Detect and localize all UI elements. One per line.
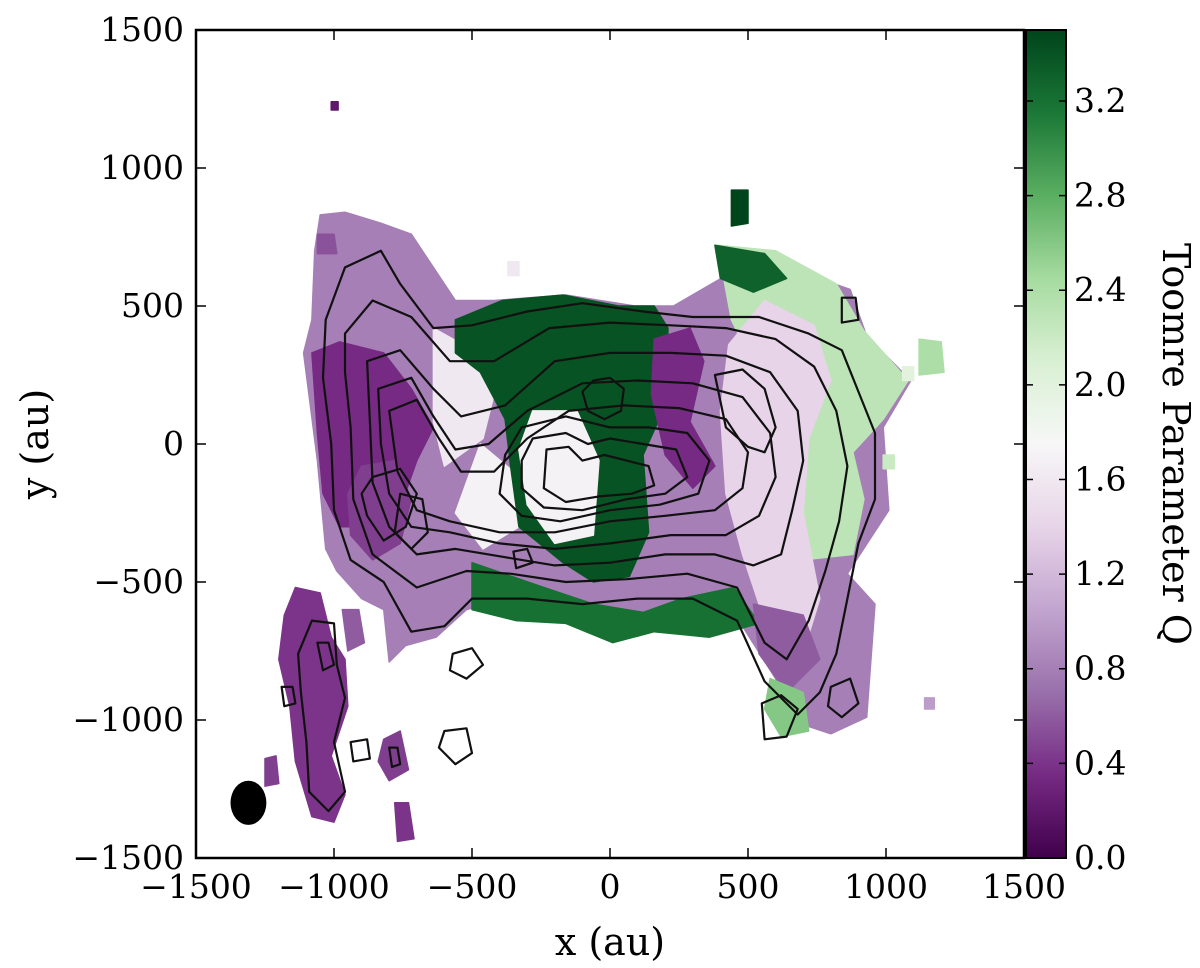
contour-line-16 xyxy=(437,727,474,766)
colorbar-tick-label: 0.0 xyxy=(1074,838,1126,877)
contour-line-17 xyxy=(760,694,799,741)
y-tick-label: 0 xyxy=(163,424,184,463)
colorbar xyxy=(1026,30,1066,858)
y-axis-label: y (au) xyxy=(13,389,57,500)
contour-line-6 xyxy=(520,431,689,512)
colorbar-tick-label: 3.2 xyxy=(1074,81,1126,120)
contour-line-19 xyxy=(448,647,485,680)
colorbar-ticks: 0.0 0.4 0.8 1.2 1.6 2.0 2.4 2.8 3.2 xyxy=(1026,81,1126,877)
x-tick-label: 0 xyxy=(600,867,621,906)
q-region-14 xyxy=(278,586,349,823)
q-region-7 xyxy=(471,561,760,644)
contour-line-10 xyxy=(393,492,429,551)
q-region-24 xyxy=(882,454,896,470)
contour-line-5 xyxy=(498,415,711,523)
contour-layer xyxy=(280,249,877,813)
axis-ticks: −1500 −1000 −500 0 500 1000 1500 −1500 −1000 −500… xyxy=(72,10,1066,906)
contour-line-21 xyxy=(826,677,860,719)
contour-line-20 xyxy=(349,738,371,763)
y-tick-label: 500 xyxy=(121,286,184,325)
contour-line-14 xyxy=(280,685,297,708)
q-region-15 xyxy=(341,608,366,652)
contour-line-2 xyxy=(366,349,805,567)
y-tick-label: −1000 xyxy=(72,700,184,739)
x-tick-label: 1000 xyxy=(844,867,928,906)
contour-line-0 xyxy=(321,249,877,716)
q-region-16 xyxy=(377,730,410,782)
y-tick-label: 1000 xyxy=(100,148,184,187)
colorbar-frame xyxy=(1025,29,1067,859)
colorbar-label: Toomre Parameter Q xyxy=(1154,243,1198,645)
q-region-18 xyxy=(264,755,280,787)
colorbar-tick-label: 1.6 xyxy=(1074,459,1126,498)
colorbar-tick-label: 2.8 xyxy=(1074,176,1126,215)
q-region-26 xyxy=(923,697,936,710)
contour-line-7 xyxy=(542,445,656,504)
x-axis-label: x (au) xyxy=(555,920,665,964)
contour-line-8 xyxy=(581,376,625,421)
contour-line-12 xyxy=(297,619,347,813)
contour-line-4 xyxy=(388,398,750,534)
q-region-19 xyxy=(316,233,338,255)
q-region-23 xyxy=(918,338,945,376)
x-tick-label: −500 xyxy=(427,867,518,906)
y-tick-label: 1500 xyxy=(100,10,184,49)
contour-line-1 xyxy=(343,299,849,661)
colorbar-tick-label: 0.8 xyxy=(1074,649,1126,688)
colorbar-tick-label: 2.0 xyxy=(1074,365,1126,404)
y-tick-label: −1500 xyxy=(72,838,184,877)
contour-line-22 xyxy=(840,296,860,324)
colorbar-tick-label: 1.2 xyxy=(1074,554,1126,593)
contour-line-9 xyxy=(713,368,777,454)
q-region-9 xyxy=(714,244,788,293)
contour-line-18 xyxy=(512,547,534,570)
x-tick-label: −1000 xyxy=(278,867,390,906)
y-tick-label: −500 xyxy=(93,562,184,601)
q-region-22 xyxy=(507,261,520,277)
beam-ellipse xyxy=(230,780,267,825)
contour-line-13 xyxy=(316,641,336,672)
colorbar-tick-label: 0.4 xyxy=(1074,743,1126,782)
q-region-20 xyxy=(730,189,749,227)
x-tick-label: 500 xyxy=(717,867,780,906)
q-region-12 xyxy=(752,603,821,694)
q-map-layer xyxy=(264,101,945,843)
colorbar-tick-label: 2.4 xyxy=(1074,270,1126,309)
q-region-17 xyxy=(393,802,415,843)
contour-line-11 xyxy=(360,467,418,542)
q-region-21 xyxy=(330,101,339,111)
contour-line-15 xyxy=(388,746,402,769)
q-region-25 xyxy=(901,365,915,382)
x-tick-label: 1500 xyxy=(982,867,1066,906)
x-tick-label: −1500 xyxy=(140,867,252,906)
contour-line-3 xyxy=(377,376,777,551)
